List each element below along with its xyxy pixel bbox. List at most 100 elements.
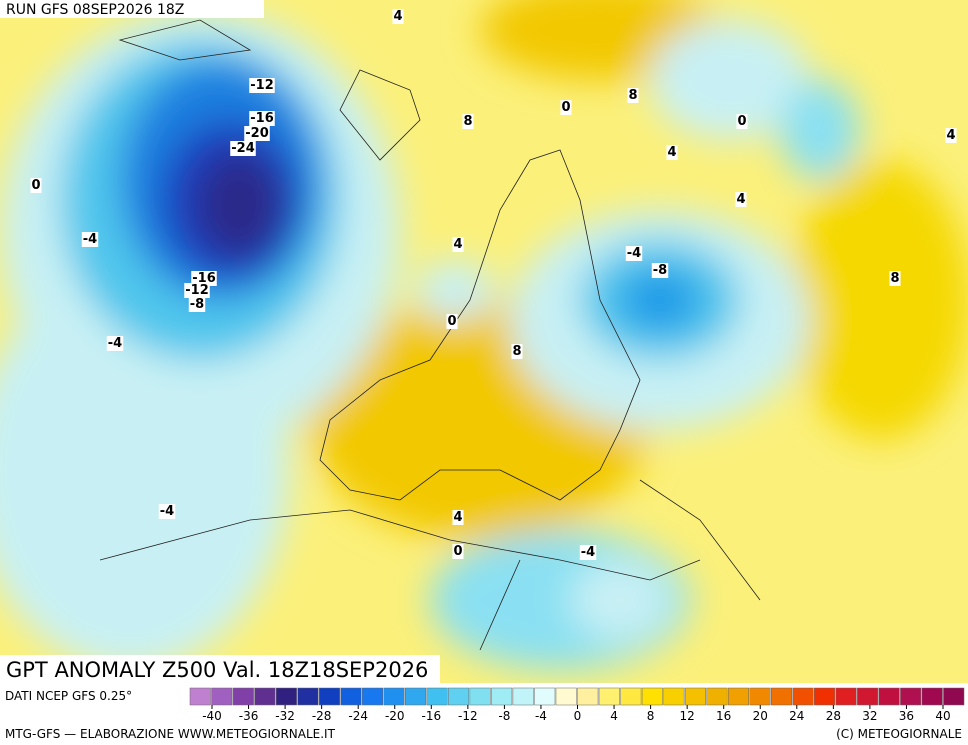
color-swatch	[189, 687, 211, 706]
contour-label: 4	[453, 510, 462, 525]
color-swatch	[641, 687, 663, 706]
contour-label-bg	[446, 314, 458, 329]
color-swatch	[232, 687, 254, 706]
contour-label: -16	[250, 111, 274, 126]
contour-label-bg	[651, 263, 669, 278]
contour-label: -4	[83, 232, 97, 247]
color-swatch	[491, 687, 513, 706]
contour-label-bg	[736, 114, 748, 129]
color-swatch	[275, 687, 297, 706]
contour-label: 0	[31, 178, 40, 193]
contour-label: 0	[737, 114, 746, 129]
color-swatch	[512, 687, 534, 706]
contour-label-bg	[106, 336, 124, 351]
scale-label: -32	[275, 709, 295, 723]
color-swatch	[598, 687, 620, 706]
map-title: GPT ANOMALY Z500 Val. 18Z18SEP2026	[6, 658, 428, 682]
color-swatch	[684, 687, 706, 706]
contour-label: -12	[250, 78, 274, 93]
contour-label: 8	[628, 88, 637, 103]
color-swatch	[663, 687, 685, 706]
color-swatch	[318, 687, 340, 706]
color-swatch	[383, 687, 405, 706]
contour-label: -4	[581, 545, 595, 560]
color-swatch	[211, 687, 233, 706]
color-swatch	[620, 687, 642, 706]
contour-label: 0	[447, 314, 456, 329]
contour-label-bg	[184, 283, 210, 298]
contour-label-bg	[452, 237, 464, 252]
color-swatch	[943, 687, 965, 706]
contour-label-bg	[627, 88, 639, 103]
color-swatch	[706, 687, 728, 706]
contour-label-bg	[188, 297, 206, 312]
color-swatch	[555, 687, 577, 706]
color-swatch	[749, 687, 771, 706]
contour-label-bg	[249, 111, 275, 126]
color-swatch	[340, 687, 362, 706]
contour-label-bg	[462, 114, 474, 129]
color-swatch	[534, 687, 556, 706]
contour-label: -24	[231, 141, 255, 156]
color-swatch	[835, 687, 857, 706]
color-swatch	[469, 687, 491, 706]
header-box	[0, 0, 264, 18]
source: DATI NCEP GFS 0.25°	[5, 689, 132, 703]
color-swatch	[921, 687, 943, 706]
run-info: RUN GFS 08SEP2026 18Z	[6, 2, 184, 18]
contour-label-bg	[81, 232, 99, 247]
credit: MTG-GFS — ELABORAZIONE WWW.METEOGIORNALE…	[5, 727, 336, 741]
color-swatch	[297, 687, 319, 706]
contour-label-bg	[560, 100, 572, 115]
contour-label: -4	[160, 504, 174, 519]
scale-label: 28	[826, 709, 841, 723]
scale-label: 4	[610, 709, 618, 723]
anomaly-field	[0, 0, 968, 683]
contour-label: -20	[245, 126, 269, 141]
contour-label: 4	[946, 128, 955, 143]
contour-label: 0	[453, 544, 462, 559]
contour-label: 8	[890, 271, 899, 286]
color-swatch	[405, 687, 427, 706]
contour-label-bg	[30, 178, 42, 193]
contour-label-bg	[452, 510, 464, 525]
color-swatch	[254, 687, 276, 706]
scale-label: -24	[348, 709, 368, 723]
contour-label: 0	[561, 100, 570, 115]
contour-label: -12	[185, 283, 209, 298]
color-swatch	[857, 687, 879, 706]
contour-label-bg	[666, 145, 678, 160]
color-swatch	[361, 687, 384, 706]
scale-label: 24	[789, 709, 804, 723]
contour-label-bg	[889, 271, 901, 286]
contour-label: -8	[653, 263, 667, 278]
scale-label: 32	[862, 709, 877, 723]
title-box	[0, 655, 440, 683]
contour-label-bg	[579, 545, 597, 560]
scale-label: -16	[421, 709, 441, 723]
scale-label: 12	[680, 709, 695, 723]
contour-label-bg	[452, 544, 464, 559]
contour-label: 8	[512, 344, 521, 359]
scale-label: -20	[385, 709, 405, 723]
scale-label: -28	[312, 709, 332, 723]
contour-label: -4	[627, 246, 641, 261]
color-swatch	[792, 687, 814, 706]
scale-label: 36	[899, 709, 914, 723]
scale-label: 20	[753, 709, 768, 723]
color-swatch	[448, 687, 470, 706]
color-swatch	[771, 687, 793, 706]
scale-label: 0	[574, 709, 582, 723]
contour-label: 4	[667, 145, 676, 160]
copyright: (C) METEOGIORNALE	[836, 727, 962, 741]
scale-label: -4	[535, 709, 547, 723]
color-swatch	[878, 687, 900, 706]
scale-label: 40	[935, 709, 950, 723]
contour-label: 4	[393, 9, 402, 24]
contour-label-bg	[511, 344, 523, 359]
contour-label-bg	[244, 126, 270, 141]
contour-label: 4	[453, 237, 462, 252]
scale-label: -12	[458, 709, 478, 723]
